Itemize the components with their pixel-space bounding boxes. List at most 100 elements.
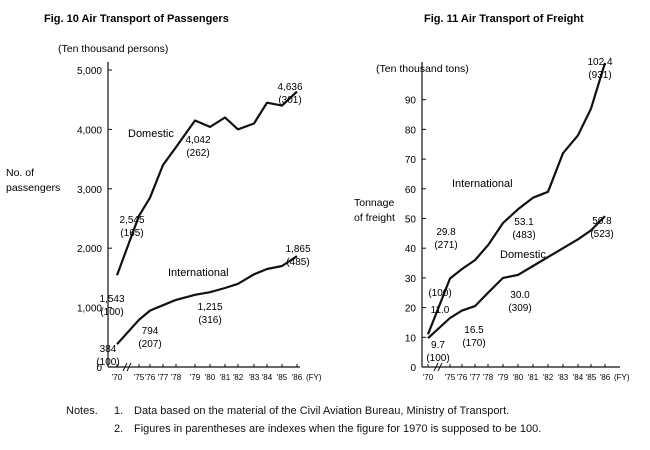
y-tick-label: 40 <box>405 244 417 255</box>
series-name-label: International <box>168 267 229 279</box>
figure-10-passengers-chart: Fig. 10 Air Transport of Passengers (Ten … <box>6 13 322 382</box>
data-label: (309) <box>508 303 531 314</box>
data-label: (100) <box>96 357 119 368</box>
data-label: 4,042 <box>185 135 210 146</box>
x-tick-label: '84 <box>573 373 584 382</box>
x-tick-label: '86 <box>600 373 611 382</box>
series-line-domestic <box>427 215 606 340</box>
y-tick-label: 50 <box>405 215 417 226</box>
notes-row-1: Notes. 1. Data based on the material of … <box>66 402 541 420</box>
x-tick-label: '82 <box>233 373 244 382</box>
x-tick-label: '83 <box>558 373 569 382</box>
data-label: 53.1 <box>514 217 534 228</box>
chart-title: Fig. 10 Air Transport of Passengers <box>44 13 229 25</box>
data-label: (523) <box>590 229 613 240</box>
y-tick-label: 1,000 <box>77 304 102 315</box>
data-label: (301) <box>278 95 301 106</box>
x-tick-label: '76 <box>145 373 156 382</box>
y-axis-label: passengers <box>6 182 60 194</box>
y-axis-label: of freight <box>354 212 395 224</box>
y-tick-label: 4,000 <box>77 125 102 136</box>
notes-row-2: 2. Figures in parentheses are indexes wh… <box>66 420 541 438</box>
note-text: Figures in parentheses are indexes when … <box>134 423 542 435</box>
y-tick-label: 60 <box>405 185 417 196</box>
y-axis-label: Tonnage <box>354 197 394 209</box>
data-label: (316) <box>198 315 221 326</box>
data-label: (100) <box>426 353 449 364</box>
data-label: 102.4 <box>587 57 612 68</box>
note-text: Data based on the material of the Civil … <box>134 405 510 417</box>
y-tick-label: 0 <box>410 363 416 374</box>
data-label: 1,543 <box>99 294 124 305</box>
y-unit-label: (Ten thousand persons) <box>58 43 168 55</box>
data-label: 29.8 <box>436 227 456 238</box>
data-label: (931) <box>588 70 611 81</box>
figure-11-freight-chart: Fig. 11 Air Transport of Freight(Ten tho… <box>354 13 630 382</box>
series-name-label: Domestic <box>128 128 174 140</box>
y-tick-label: 3,000 <box>77 185 102 196</box>
data-label: 4,636 <box>277 82 302 93</box>
data-label: (485) <box>286 257 309 268</box>
x-tick-label: '80 <box>205 373 216 382</box>
y-tick-label: 10 <box>405 333 417 344</box>
y-tick-label: 90 <box>405 96 417 107</box>
x-tick-label: '84 <box>262 373 273 382</box>
series-line-international <box>426 62 607 335</box>
x-tick-label: '86 <box>292 373 303 382</box>
x-tick-label: '81 <box>528 373 539 382</box>
series-line-international <box>116 255 298 345</box>
x-tick-label: '76 <box>457 373 468 382</box>
x-tick-label: '79 <box>190 373 201 382</box>
x-unit-label: (FY) <box>614 373 630 382</box>
axis-break-mark <box>126 362 132 372</box>
x-tick-label: '79 <box>498 373 509 382</box>
data-label: 16.5 <box>464 325 484 336</box>
x-tick-label: '78 <box>171 373 182 382</box>
x-tick-label: '78 <box>483 373 494 382</box>
series-name-label: International <box>452 178 513 190</box>
data-label: (483) <box>512 230 535 241</box>
data-label: (262) <box>186 148 209 159</box>
series-name-label: Domestic <box>500 249 546 261</box>
y-tick-label: 2,000 <box>77 244 102 255</box>
x-tick-label: '82 <box>543 373 554 382</box>
data-label: 1,865 <box>285 244 310 255</box>
x-tick-label: '81 <box>220 373 231 382</box>
data-label: 11.0 <box>431 305 450 316</box>
y-tick-label: 20 <box>405 304 417 315</box>
data-label: (100) <box>100 307 123 318</box>
chart-title: Fig. 11 Air Transport of Freight <box>424 13 584 25</box>
data-label: (100) <box>428 288 451 299</box>
data-label: 50.8 <box>592 216 612 227</box>
x-tick-label: '75 <box>445 373 456 382</box>
x-tick-label: '85 <box>586 373 597 382</box>
notes-heading: Notes. <box>66 405 98 417</box>
x-tick-label: '75 <box>134 373 145 382</box>
x-tick-label: '80 <box>513 373 524 382</box>
x-tick-label: '83 <box>249 373 260 382</box>
x-tick-label: '70 <box>112 373 123 382</box>
data-label: 1,215 <box>197 302 222 313</box>
note-number: 2. <box>114 423 124 435</box>
x-tick-label: '77 <box>470 373 481 382</box>
axis-break-mark <box>122 362 128 372</box>
notes: Notes. 1. Data based on the material of … <box>66 402 541 438</box>
axis-break-mark <box>433 362 439 372</box>
y-axis-label: No. of <box>6 167 34 179</box>
data-label: (207) <box>138 339 161 350</box>
y-tick-label: 70 <box>405 155 417 166</box>
data-label: (165) <box>120 228 143 239</box>
x-tick-label: '85 <box>277 373 288 382</box>
axis-break-mark <box>437 362 443 372</box>
data-label: (271) <box>434 240 457 251</box>
series-line-domestic <box>115 90 298 276</box>
data-label: 2,545 <box>119 215 144 226</box>
data-label: 384 <box>100 344 117 355</box>
data-label: (170) <box>462 338 485 349</box>
data-label: 794 <box>142 326 159 337</box>
y-tick-label: 30 <box>405 274 417 285</box>
y-tick-label: 0 <box>96 363 102 374</box>
note-number: 1. <box>114 405 124 417</box>
x-unit-label: (FY) <box>306 373 322 382</box>
